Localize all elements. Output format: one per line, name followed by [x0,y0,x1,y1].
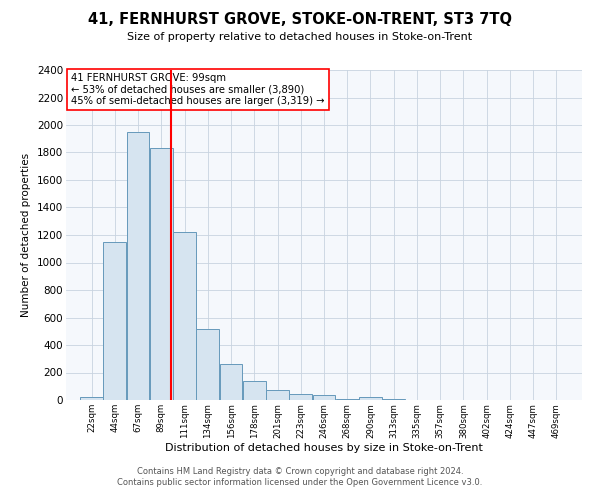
Bar [150,148,173,400]
Bar [382,399,405,400]
Text: 41, FERNHURST GROVE, STOKE-ON-TRENT, ST3 7TQ: 41, FERNHURST GROVE, STOKE-ON-TRENT, ST3… [88,12,512,28]
X-axis label: Distribution of detached houses by size in Stoke-on-Trent: Distribution of detached houses by size … [165,443,483,453]
Bar [80,396,103,400]
Bar [359,397,382,400]
Bar [173,232,196,400]
Text: Contains HM Land Registry data © Crown copyright and database right 2024.: Contains HM Land Registry data © Crown c… [137,467,463,476]
Bar [127,132,149,400]
Bar [266,390,289,400]
Text: 41 FERNHURST GROVE: 99sqm
← 53% of detached houses are smaller (3,890)
45% of se: 41 FERNHURST GROVE: 99sqm ← 53% of detac… [71,74,325,106]
Bar [243,381,266,400]
Bar [103,242,126,400]
Y-axis label: Number of detached properties: Number of detached properties [22,153,31,317]
Text: Contains public sector information licensed under the Open Government Licence v3: Contains public sector information licen… [118,478,482,487]
Text: Size of property relative to detached houses in Stoke-on-Trent: Size of property relative to detached ho… [127,32,473,42]
Bar [289,394,312,400]
Bar [220,364,242,400]
Bar [313,395,335,400]
Bar [196,328,219,400]
